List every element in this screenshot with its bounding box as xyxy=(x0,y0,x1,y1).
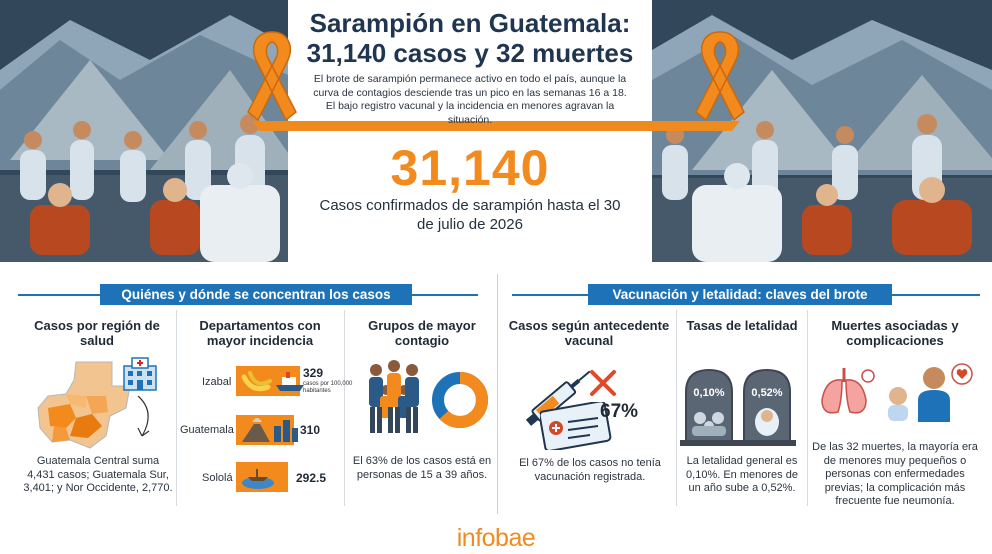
ship-icon xyxy=(276,372,304,391)
lethality-title: Tasas de letalidad xyxy=(686,318,798,333)
guatemala-map xyxy=(37,361,150,449)
vaccine-text: El 67% de los casos no tenía vacunación … xyxy=(519,457,661,483)
brand-logo: infobae xyxy=(456,524,536,552)
complications-illustration xyxy=(821,363,973,422)
department-value-guatemala: 310 xyxy=(300,423,321,437)
cross-mark-icon xyxy=(590,370,616,396)
deaths-title: Muertes asociadas y complicaciones xyxy=(831,318,959,348)
hospital-tent-illustration-right xyxy=(652,0,992,262)
page-title: Sarampión en Guatemala: 31,140 casos y 3… xyxy=(288,8,652,68)
groups-text: El 63% de los casos está en personas de … xyxy=(352,455,492,481)
total-cases-number: 31,140 xyxy=(390,140,550,196)
awareness-ribbon-icon xyxy=(695,31,745,122)
parent-icon xyxy=(918,367,950,422)
section-heading-right: Vacunación y letalidad: claves del brote xyxy=(588,284,892,305)
section-divider xyxy=(497,274,498,514)
banana-icon xyxy=(241,371,304,392)
region-text: Guatemala Central suma 4,431 casos; Guat… xyxy=(23,455,173,494)
tombstone-icon xyxy=(680,368,738,446)
lungs-icon xyxy=(821,368,867,414)
lethality-general-value: 0,10% xyxy=(693,387,725,399)
volcano-icon xyxy=(242,418,298,442)
tombstone-icon xyxy=(738,368,796,446)
heart-icon xyxy=(951,363,973,385)
lethality-infant-value: 0,52% xyxy=(751,387,783,399)
baby-icon xyxy=(761,410,773,422)
department-name-izabal: Izabal xyxy=(202,376,232,388)
department-name-guatemala: Guatemala xyxy=(180,424,234,436)
title-line-2: 31,140 casos y 32 muertes xyxy=(306,38,634,68)
department-name-solola: Sololá xyxy=(202,472,233,484)
family-icon xyxy=(369,360,419,433)
awareness-ribbon-icon xyxy=(247,31,297,122)
buildings-icon xyxy=(274,420,298,442)
lethality-text: La letalidad general es 0,10%. En menore… xyxy=(686,455,798,494)
hero-banner: Sarampión en Guatemala: 31,140 casos y 3… xyxy=(0,0,992,262)
hospital-tent-illustration-left xyxy=(0,0,288,262)
column-divider xyxy=(344,310,345,506)
column-divider xyxy=(807,310,808,506)
column-divider xyxy=(676,310,677,506)
donut-share-arc xyxy=(432,372,488,428)
lake-icon xyxy=(242,469,274,489)
boat-icon xyxy=(248,469,268,481)
vaccine-percent: 67% xyxy=(600,401,639,422)
subtitle: El brote de sarampión permanece activo e… xyxy=(313,73,627,126)
ribbon-band xyxy=(252,121,740,131)
hospital-icon xyxy=(123,357,157,391)
region-title: Casos por región de salud xyxy=(34,318,160,348)
departments-title: Departamentos con mayor incidencia xyxy=(199,318,321,348)
baby-icon xyxy=(888,387,908,421)
section-heading-left: Quiénes y dónde se concentran los casos xyxy=(100,284,412,305)
vaccine-title: Casos según antecedente vacunal xyxy=(508,318,670,348)
total-cases-caption: Casos confirmados de sarampión hasta el … xyxy=(319,197,621,233)
donut-chart xyxy=(432,372,488,428)
vaccination-card-icon xyxy=(540,402,612,450)
groups-title: Grupos de mayor contagio xyxy=(368,318,476,348)
department-value-solola: 292.5 xyxy=(296,471,327,485)
title-line-1: Sarampión en Guatemala: xyxy=(309,8,631,38)
department-value-izabal: 329 xyxy=(303,366,324,380)
column-divider xyxy=(176,310,177,506)
deaths-text: De las 32 muertes, la mayoría era de men… xyxy=(812,441,978,507)
department-unit: casos por 100,000 habitantes xyxy=(303,381,353,394)
